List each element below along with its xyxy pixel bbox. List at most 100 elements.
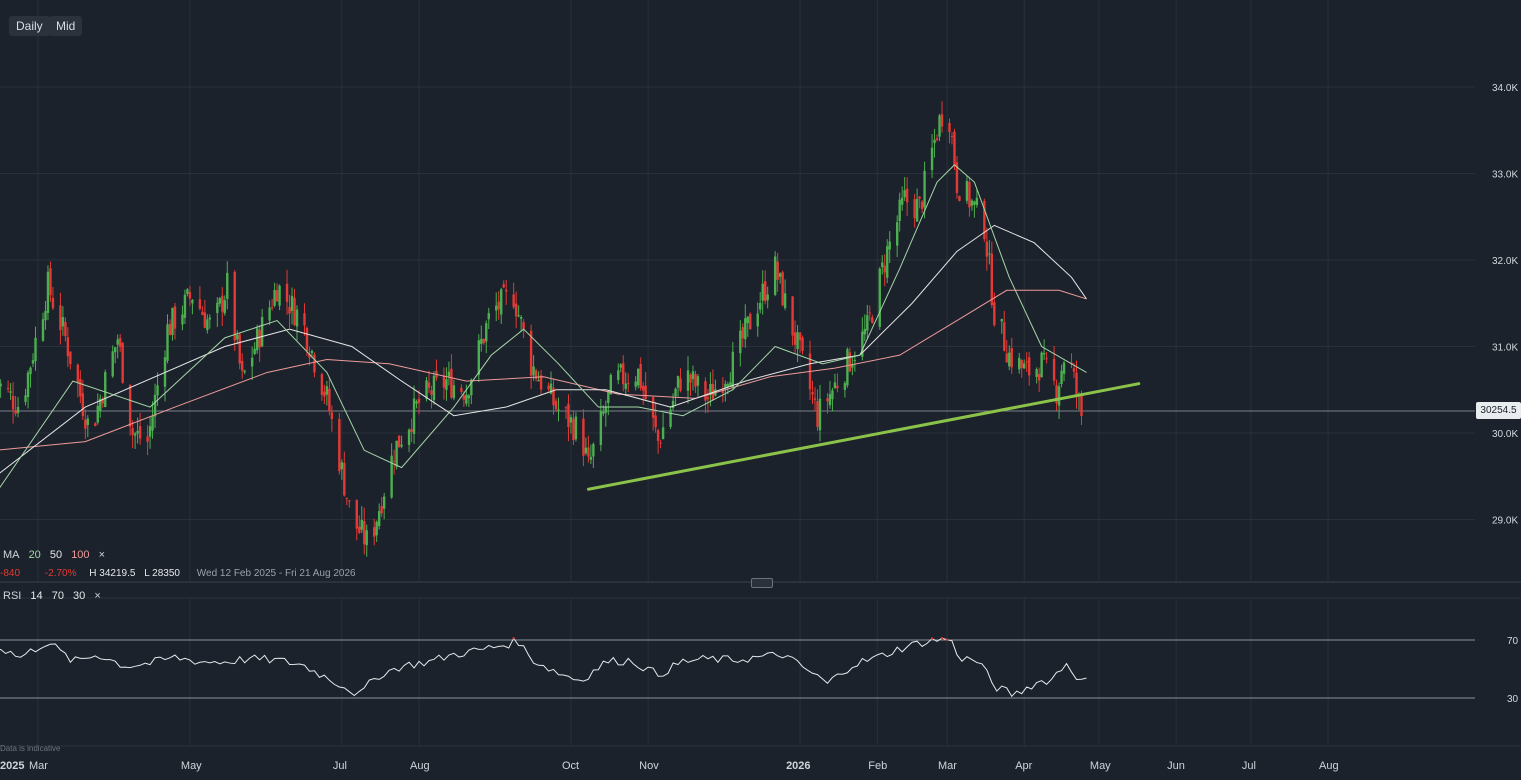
- interval-button[interactable]: Daily: [9, 16, 50, 36]
- candle-body: [1075, 372, 1078, 395]
- moving-average-lines: [0, 164, 1087, 489]
- candle-body: [373, 527, 376, 537]
- candle-body: [965, 181, 969, 201]
- candle: [938, 113, 941, 142]
- x-tick-label: May: [1090, 760, 1111, 772]
- x-tick-label: Aug: [1319, 760, 1339, 772]
- panel-resize-handle[interactable]: [751, 578, 773, 588]
- ma100-period[interactable]: 100: [71, 549, 90, 561]
- candle-body: [549, 383, 553, 394]
- candle: [275, 283, 279, 302]
- candle-body: [726, 384, 730, 387]
- ma-legend: MA 20 50 100 ×: [3, 549, 111, 561]
- price-type-button[interactable]: Mid: [49, 16, 83, 36]
- candle-body: [749, 313, 752, 330]
- support-trendline[interactable]: [586, 382, 1141, 491]
- candle-body: [993, 302, 996, 326]
- ma20-period[interactable]: 20: [28, 549, 41, 561]
- candle-body: [970, 200, 974, 206]
- candle-body: [325, 386, 329, 395]
- candle: [811, 380, 814, 405]
- candle: [953, 128, 956, 171]
- candle: [467, 393, 471, 407]
- candle: [749, 312, 752, 330]
- candle: [293, 288, 296, 327]
- candle: [1020, 359, 1023, 378]
- candle-body: [1000, 318, 1003, 322]
- candle: [49, 261, 52, 302]
- candle-body: [360, 519, 363, 530]
- candle-body: [114, 347, 117, 353]
- candle: [731, 341, 735, 391]
- candle: [940, 101, 944, 133]
- candle: [918, 196, 921, 209]
- candle: [878, 267, 881, 330]
- candle: [706, 388, 710, 413]
- candle-body: [24, 395, 27, 402]
- candle-body: [661, 427, 665, 440]
- candle: [31, 353, 35, 368]
- rsi-lower[interactable]: 30: [73, 590, 86, 602]
- candle: [482, 338, 485, 345]
- candle-body: [166, 324, 169, 361]
- candle-body: [208, 317, 212, 320]
- candle: [94, 422, 97, 427]
- candle-body: [104, 372, 107, 408]
- candle: [308, 346, 311, 366]
- ma50-period[interactable]: 50: [49, 549, 63, 561]
- candle-body: [761, 283, 764, 301]
- candle-body: [895, 222, 899, 246]
- candle-body: [913, 199, 916, 219]
- candle-body: [1057, 386, 1061, 406]
- candle-body: [641, 385, 645, 391]
- rsi-overbought-mark: [930, 637, 934, 640]
- candle-body: [801, 337, 804, 352]
- candle: [764, 270, 767, 305]
- remove-ma-icon[interactable]: ×: [98, 549, 106, 561]
- candle: [798, 332, 802, 353]
- candle: [502, 280, 505, 289]
- candle-body: [848, 352, 852, 372]
- rsi-upper[interactable]: 70: [51, 590, 64, 602]
- candle: [86, 415, 90, 438]
- candle-body: [146, 436, 149, 442]
- candle: [495, 292, 498, 322]
- candle: [903, 177, 906, 201]
- candle-body: [233, 271, 236, 341]
- candle-body: [1042, 353, 1046, 355]
- candle: [16, 397, 20, 418]
- candle: [236, 330, 239, 345]
- candle-body: [462, 395, 466, 400]
- ma20-line: [0, 164, 1087, 489]
- remove-rsi-icon[interactable]: ×: [94, 590, 101, 602]
- candle-body: [607, 391, 610, 403]
- candle: [325, 380, 329, 406]
- candle-body: [59, 305, 62, 331]
- candle: [871, 314, 874, 324]
- candle-body: [273, 290, 276, 306]
- candle-body: [592, 443, 595, 457]
- candle: [395, 440, 398, 470]
- candle: [674, 387, 677, 406]
- candle: [26, 370, 30, 409]
- candle: [66, 327, 70, 368]
- candle: [1005, 340, 1008, 363]
- candle-body: [290, 295, 294, 312]
- candle: [278, 284, 281, 311]
- candle-body: [878, 268, 881, 327]
- candle-body: [766, 294, 769, 301]
- candle-body: [900, 197, 904, 205]
- candle: [188, 285, 192, 307]
- candle-body: [866, 315, 869, 331]
- candle: [547, 382, 550, 392]
- candle-body: [883, 265, 886, 273]
- candle-body: [355, 499, 358, 529]
- candle: [432, 371, 436, 405]
- candle: [619, 363, 622, 373]
- candle-body: [285, 283, 289, 302]
- candle-body: [34, 337, 37, 362]
- candle: [973, 200, 976, 218]
- rsi-period[interactable]: 14: [30, 590, 43, 602]
